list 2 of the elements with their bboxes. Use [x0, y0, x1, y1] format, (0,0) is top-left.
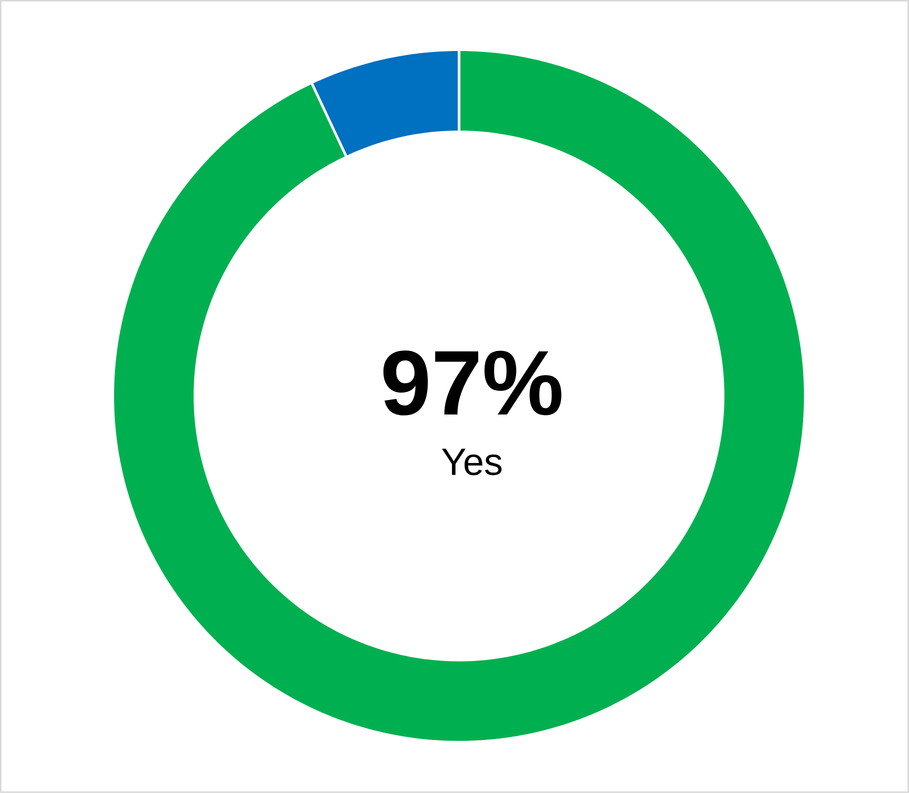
text: 97%: [383, 350, 562, 416]
slice-label: Yes: [442, 448, 502, 476]
